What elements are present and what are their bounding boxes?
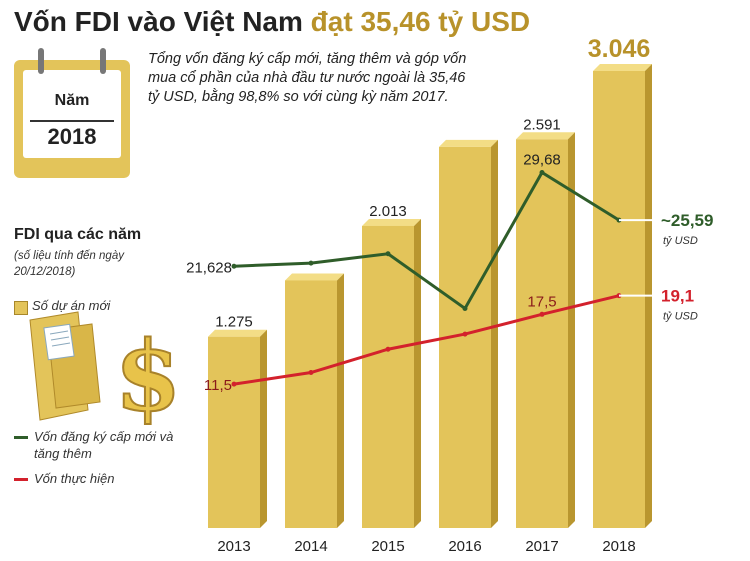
bar-2015 <box>362 218 421 528</box>
bar-top <box>593 64 652 71</box>
bar-side <box>568 132 575 528</box>
bar-2014 <box>285 273 344 528</box>
chart-title: Vốn FDI vào Việt Nam đạt 35,46 tỷ USD <box>14 6 530 38</box>
line-point-registered <box>385 251 391 257</box>
x-tick-label: 2014 <box>294 538 327 555</box>
title-highlight: đạt 35,46 tỷ USD <box>310 6 531 37</box>
line-value-label: 29,68 <box>523 152 561 169</box>
line-disbursed <box>233 294 620 386</box>
line-point-registered <box>539 170 545 176</box>
bar-face <box>362 225 414 528</box>
bar-2017 <box>516 132 575 528</box>
bars-group <box>208 64 652 528</box>
legend-projects-swatch <box>14 301 28 315</box>
calendar-label: Năm <box>54 92 90 109</box>
bar-value-label: 2.591 <box>523 116 561 133</box>
bar-side <box>337 273 344 528</box>
calendar-ring-right <box>100 48 106 74</box>
line-point-registered <box>462 305 468 311</box>
legend-disbursed-label: Vốn thực hiện <box>34 471 115 486</box>
bar-side <box>260 329 267 528</box>
bar-face <box>516 139 568 528</box>
bar-value-label: 2.013 <box>369 203 407 220</box>
legend-disbursed-swatch <box>14 478 28 481</box>
line-point-disbursed <box>539 311 545 317</box>
bar-top <box>362 218 421 226</box>
line-unit-label: tỷ USD <box>663 235 698 247</box>
line-point-disbursed <box>308 370 314 375</box>
calendar-year: 2018 <box>47 124 97 149</box>
line-point-disbursed <box>231 381 237 387</box>
dollar-sign-icon: $ <box>114 319 183 434</box>
line-unit-label: tỷ USD <box>663 311 698 323</box>
legend-registered-label: Vốn đăng ký cấp mới và tăng thêm <box>34 429 174 461</box>
bar-labels-group: 1.275 2.013 2.591 3.046 <box>215 35 650 331</box>
bar-side <box>491 139 498 528</box>
bar-side <box>414 218 421 528</box>
calendar-icon: Năm 2018 <box>14 48 130 178</box>
calendar-page <box>23 70 121 158</box>
svg-text:$: $ <box>115 320 182 433</box>
line-value-label: 21,628 <box>186 259 232 276</box>
x-tick-label: 2015 <box>371 538 404 555</box>
bar-value-label: 1.275 <box>215 314 253 331</box>
document-folder-icon <box>29 311 101 421</box>
x-ticks-group: 2013 2014 2015 2016 2017 2018 <box>217 538 635 555</box>
line-point-disbursed <box>385 346 391 352</box>
x-tick-label: 2017 <box>525 538 558 555</box>
x-tick-label: 2013 <box>217 538 250 555</box>
x-tick-label: 2016 <box>448 538 481 555</box>
bar-top <box>285 273 344 281</box>
legend-projects-label: Số dự án mới <box>32 298 111 313</box>
line-value-label: ~25,59 <box>661 211 713 230</box>
lines-group <box>231 170 655 387</box>
legend-registered-swatch <box>14 436 28 439</box>
bar-value-label: 3.046 <box>588 35 651 63</box>
bar-2013 <box>208 329 267 528</box>
line-point-registered <box>231 263 237 269</box>
bar-top <box>208 329 267 337</box>
line-labels-group: 21,628 29,68 ~25,59 tỷ USD 11,5 17,5 19,1 tỷ US… <box>186 152 713 395</box>
line-registered <box>233 170 620 311</box>
bar-top <box>439 139 498 147</box>
section-note: (số liệu tính đến ngày 20/12/2018) <box>14 250 124 278</box>
line-value-label: 17,5 <box>527 293 556 310</box>
line-point-disbursed <box>462 331 468 337</box>
bar-top <box>516 132 575 140</box>
title-main: Vốn FDI vào Việt Nam <box>14 6 303 37</box>
calendar-divider <box>30 120 114 122</box>
section-title: FDI qua các năm <box>14 226 142 243</box>
description: Tổng vốn đăng ký cấp mới, tăng thêm và g… <box>148 51 467 105</box>
calendar-ring-left <box>38 48 44 74</box>
bar-face <box>208 336 260 528</box>
line-value-label: 11,5 <box>204 377 232 394</box>
line-point-registered <box>308 260 314 266</box>
bar-2018 <box>593 64 652 528</box>
x-tick-label: 2018 <box>602 538 635 555</box>
bar-face <box>285 280 337 528</box>
line-value-label: 19,1 <box>661 287 694 306</box>
